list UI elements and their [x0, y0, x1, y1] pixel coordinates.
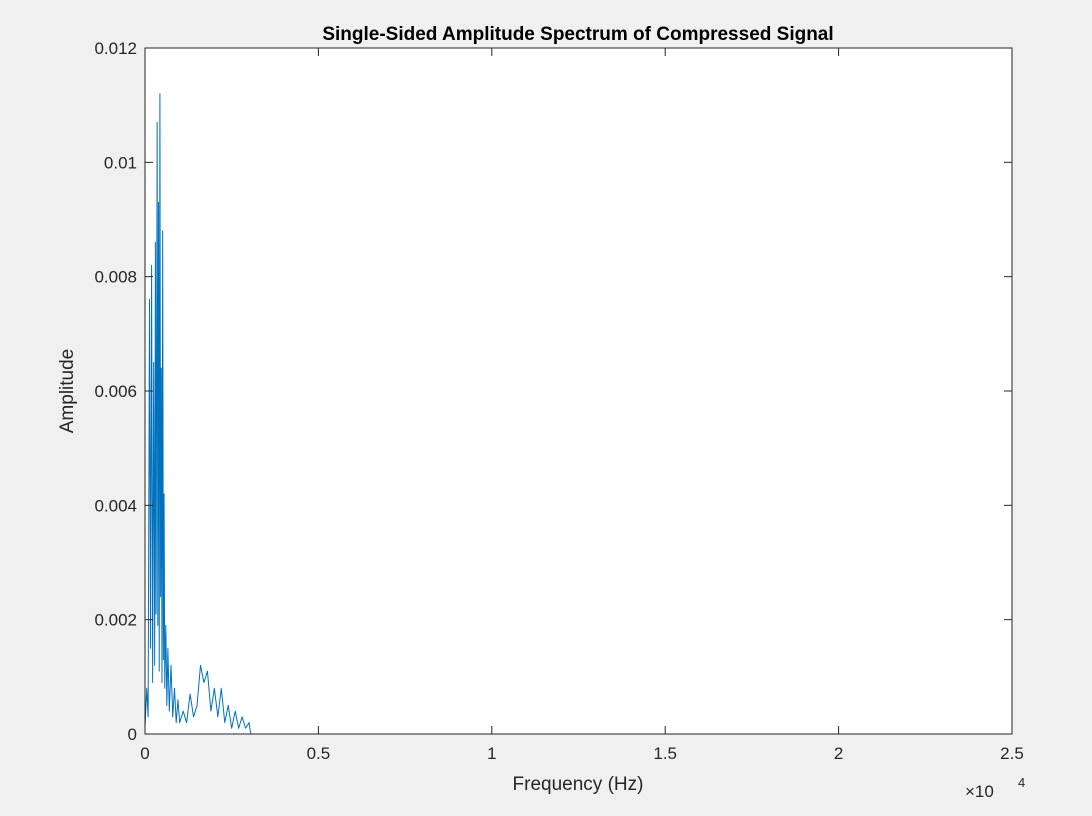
series-layer [144, 93, 978, 735]
x-tick-label: 0 [140, 744, 149, 763]
chart-title: Single-Sided Amplitude Spectrum of Compr… [322, 24, 833, 45]
y-tick-label: 0.012 [94, 39, 137, 58]
series-line-0 [144, 93, 978, 735]
y-tick-label: 0 [128, 725, 137, 744]
x-axis-exponent-power: 4 [1018, 775, 1025, 790]
y-tick-label: 0.002 [94, 611, 137, 630]
y-tick-label: 0.004 [94, 496, 137, 515]
x-tick-label: 2.5 [1000, 744, 1024, 763]
x-tick-label: 0.5 [307, 744, 331, 763]
x-axis-label: Frequency (Hz) [513, 774, 644, 795]
x-tick-label: 1.5 [653, 744, 677, 763]
y-axis-ticks: 0 0.002 0.004 0.006 0.008 0.01 0.012 [94, 39, 1012, 744]
x-axis-exponent-base: ×10 [965, 782, 994, 801]
y-axis-label: Amplitude [57, 349, 78, 434]
x-axis-ticks: 0 0.5 1 1.5 2 2.5 [140, 48, 1024, 763]
y-tick-label: 0.01 [104, 153, 137, 172]
x-tick-label: 2 [834, 744, 843, 763]
x-tick-label: 1 [487, 744, 496, 763]
y-tick-label: 0.006 [94, 382, 137, 401]
y-tick-label: 0.008 [94, 268, 137, 287]
plot-area [145, 48, 1012, 734]
